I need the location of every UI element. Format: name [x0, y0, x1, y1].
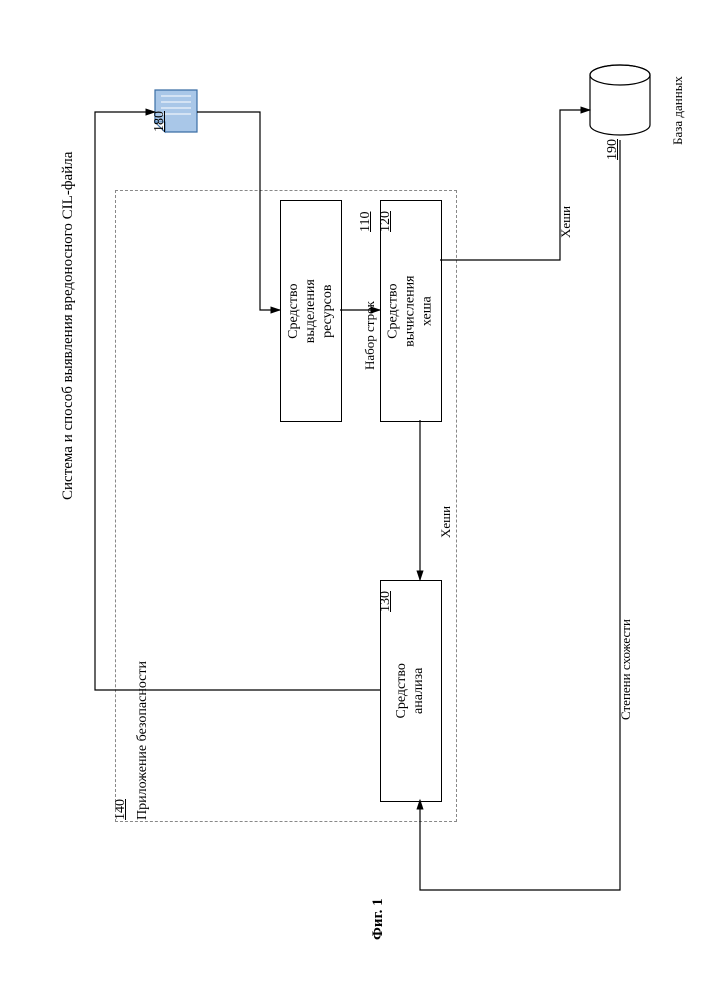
edge-nabor-strok: Набор строк: [362, 301, 378, 370]
edge-heshi-right: Хеши: [558, 206, 574, 238]
diagram-canvas: Система и способ выявления вредоносного …: [0, 0, 707, 1000]
edge-stepeni: Степени схожести: [618, 619, 634, 720]
figure-label: Фиг. 1: [370, 898, 387, 940]
arrows: [0, 0, 707, 1000]
edge-heshi-left: Хеши: [438, 506, 454, 538]
